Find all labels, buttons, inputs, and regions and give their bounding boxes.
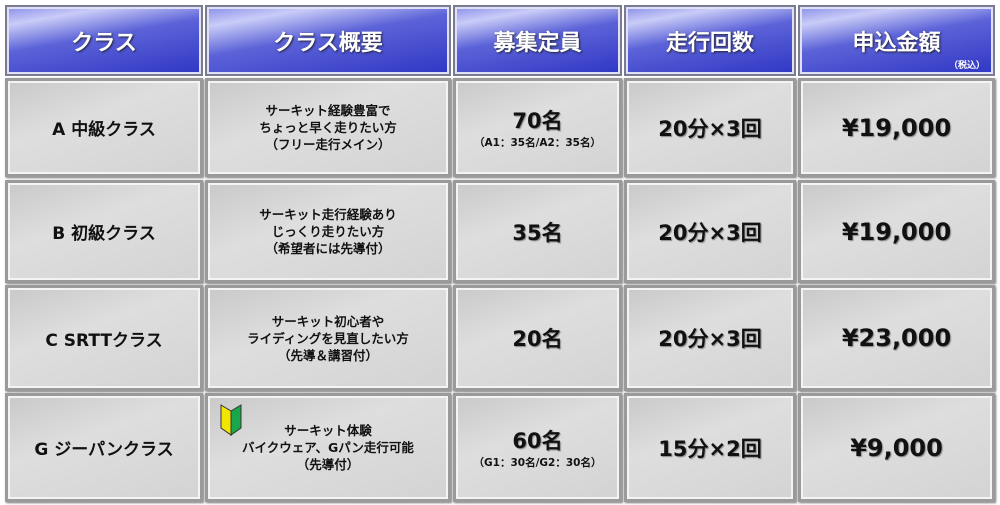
runs-cell: 20分×3回 (624, 78, 796, 177)
overview-cell: サーキット体験バイクウェア、Gパン走行可能 （先導付） (205, 393, 451, 502)
overview-line: サーキット走行経験あり (259, 207, 397, 222)
overview-cell: サーキット経験豊富で ちょっと早く走りたい方 （フリー走行メイン） (205, 78, 451, 177)
runs: 20分×3回 (658, 116, 762, 141)
class-name-cell: B 初級クラス (5, 180, 203, 283)
price-cell: ¥19,000 (798, 180, 995, 283)
runs-cell: 20分×3回 (624, 180, 796, 283)
class-name-cell: C SRTTクラス (5, 285, 203, 391)
capacity-cell: 70名 （A1：35名/A2：35名） (453, 78, 622, 177)
beginner-mark-icon (220, 404, 242, 440)
overview-line: バイクウェア、Gパン走行可能 (242, 440, 414, 455)
capacity: 70名 (512, 109, 563, 133)
overview-cell: サーキット走行経験あり じっくり走りたい方 （希望者には先導付） (205, 180, 451, 283)
overview-line: サーキット初心者や (271, 313, 385, 329)
overview-line: （フリー走行メイン） (265, 137, 391, 152)
tax-note: （税込） (948, 61, 985, 71)
capacity-cell: 20名 (453, 285, 622, 391)
class-name-cell: G ジーパンクラス (5, 393, 203, 502)
header-price: 申込金額 （税込） (798, 5, 995, 76)
runs: 20分×3回 (658, 220, 762, 245)
runs: 15分×2回 (658, 436, 762, 461)
overview-line: （先導付） (296, 457, 360, 472)
capacity-cell: 60名 （G1：30名/G2：30名） (453, 393, 622, 502)
runs-cell: 20分×3回 (624, 285, 796, 391)
price: ¥19,000 (841, 217, 952, 246)
header-runs: 走行回数 (624, 5, 796, 76)
overview-line: じっくり走りたい方 (271, 224, 385, 239)
header-overview: クラス概要 (205, 5, 451, 76)
overview-line: （先導＆講習付） (277, 347, 378, 363)
overview-line: ライディングを見直したい方 (247, 330, 409, 346)
runs-cell: 15分×2回 (624, 393, 796, 502)
overview-line: サーキット経験豊富で (265, 103, 391, 118)
price-cell: ¥19,000 (798, 78, 995, 177)
overview-line: ちょっと早く走りたい方 (259, 120, 397, 135)
runs: 20分×3回 (658, 327, 762, 351)
header-overview-label: クラス概要 (273, 30, 383, 56)
capacity: 35名 (512, 220, 563, 245)
capacity: 20名 (512, 327, 563, 351)
header-capacity: 募集定員 (453, 5, 622, 76)
price: ¥9,000 (850, 433, 943, 462)
overview-line: （希望者には先導付） (265, 241, 391, 256)
overview-line: サーキット体験 (284, 423, 372, 438)
class-name: A 中級クラス (52, 120, 156, 140)
header-class: クラス (5, 5, 203, 76)
price-cell: ¥23,000 (798, 285, 995, 391)
capacity-detail: （A1：35名/A2：35名） (474, 137, 601, 149)
price-cell: ¥9,000 (798, 393, 995, 502)
class-name: G ジーパンクラス (34, 440, 174, 460)
capacity-cell: 35名 (453, 180, 622, 283)
capacity: 60名 (512, 429, 563, 453)
overview-cell: サーキット初心者や ライディングを見直したい方 （先導＆講習付） (205, 285, 451, 391)
price: ¥23,000 (841, 324, 952, 352)
class-name: C SRTTクラス (45, 330, 163, 351)
price: ¥19,000 (841, 113, 952, 142)
header-class-label: クラス (71, 30, 137, 56)
header-price-label: 申込金額 (852, 30, 941, 56)
class-name-cell: A 中級クラス (5, 78, 203, 177)
header-runs-label: 走行回数 (665, 30, 754, 56)
class-name: B 初級クラス (52, 224, 156, 244)
capacity-detail: （G1：30名/G2：30名） (473, 457, 602, 469)
header-capacity-label: 募集定員 (493, 30, 582, 56)
